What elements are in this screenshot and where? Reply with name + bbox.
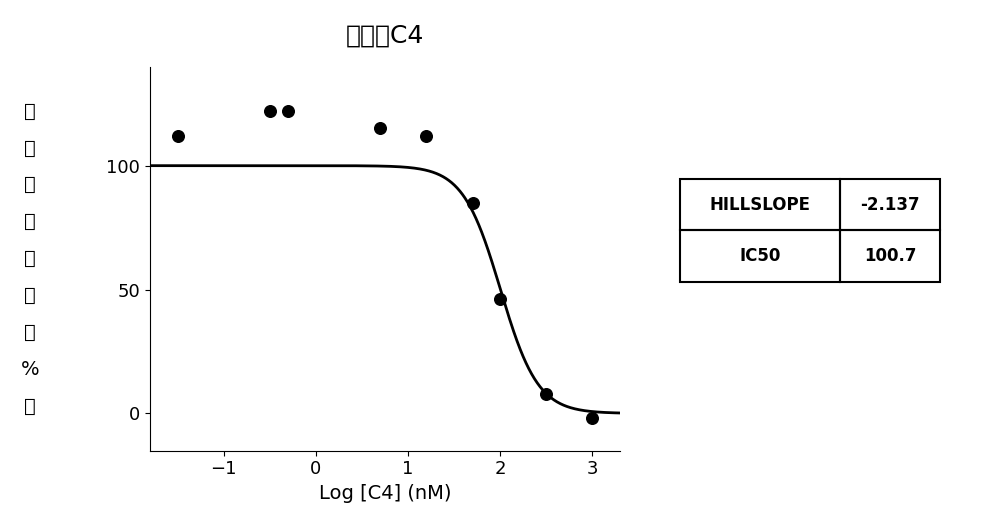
Text: -2.137: -2.137 [860,196,920,214]
Text: 含: 含 [24,249,36,268]
Text: 量: 量 [24,286,36,305]
Text: （: （ [24,323,36,342]
Point [492,295,508,304]
Point [372,124,388,133]
X-axis label: Log [C4] (nM): Log [C4] (nM) [319,484,451,503]
Point [538,390,554,398]
Text: %: % [21,359,39,379]
Text: 100.7: 100.7 [864,247,916,265]
Point [418,132,434,140]
Point [584,414,600,422]
Text: ）: ） [24,396,36,416]
Point [280,107,296,115]
Text: IC50: IC50 [739,247,781,265]
Text: 百: 百 [24,175,36,195]
Point [465,199,481,207]
Text: HILLSLOPE: HILLSLOPE [710,196,810,214]
Point [262,107,278,115]
Text: 化合物C4: 化合物C4 [346,24,424,48]
Text: 活: 活 [24,101,36,121]
Text: 力: 力 [24,138,36,158]
Point [170,132,186,140]
Text: 分: 分 [24,212,36,231]
